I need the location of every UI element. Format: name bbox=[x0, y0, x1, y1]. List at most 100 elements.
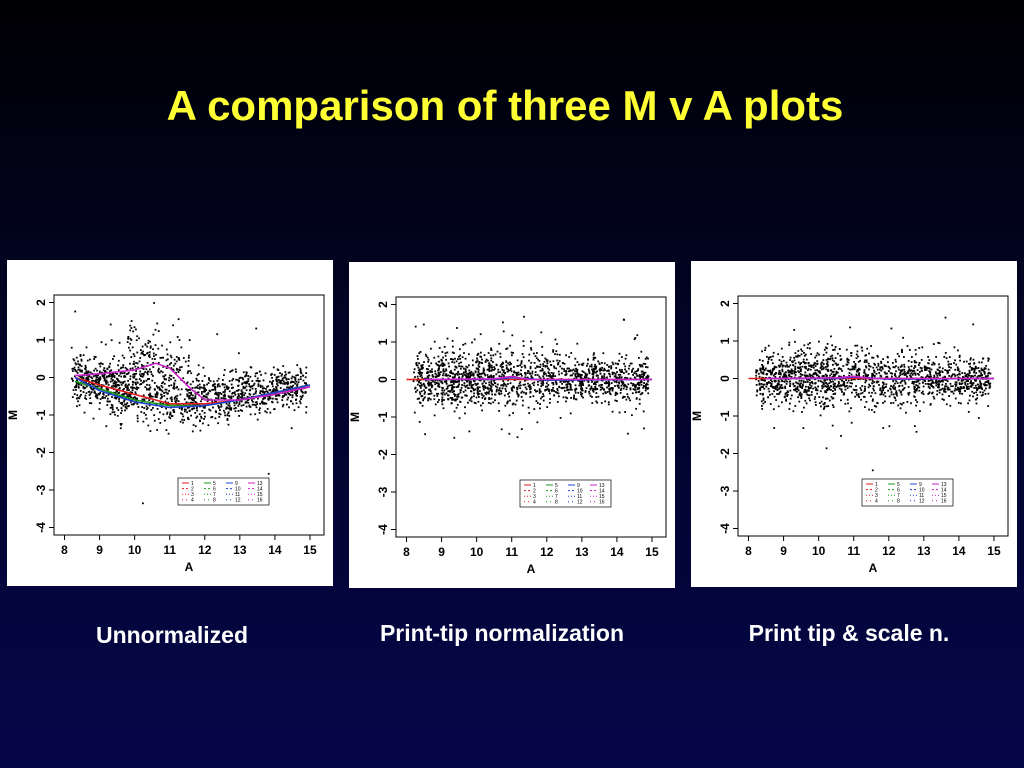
scatter-point bbox=[473, 389, 475, 392]
scatter-point bbox=[233, 402, 236, 404]
scatter-point bbox=[439, 371, 442, 373]
scatter-point bbox=[108, 366, 111, 369]
scatter-point bbox=[129, 329, 132, 332]
scatter-point bbox=[139, 357, 142, 359]
scatter-point bbox=[173, 387, 176, 390]
scatter-point bbox=[815, 404, 817, 406]
scatter-point bbox=[167, 432, 170, 435]
scatter-point bbox=[276, 401, 279, 404]
scatter-point bbox=[794, 340, 796, 343]
scatter-point bbox=[936, 390, 939, 392]
scatter-point bbox=[639, 375, 642, 378]
scatter-point bbox=[116, 377, 118, 380]
scatter-point bbox=[132, 381, 135, 384]
scatter-point bbox=[790, 394, 793, 397]
scatter-point bbox=[642, 362, 645, 365]
scatter-point bbox=[108, 373, 111, 375]
scatter-point bbox=[629, 362, 632, 365]
scatter-point bbox=[535, 357, 538, 360]
scatter-point bbox=[474, 371, 477, 374]
scatter-point bbox=[529, 391, 532, 393]
scatter-point bbox=[794, 388, 797, 390]
scatter-point bbox=[116, 384, 119, 387]
scatter-point bbox=[569, 374, 572, 377]
scatter-point bbox=[503, 383, 506, 386]
scatter-point bbox=[240, 400, 243, 403]
scatter-point bbox=[832, 370, 835, 373]
scatter-point bbox=[806, 381, 809, 383]
scatter-point bbox=[784, 392, 787, 395]
scatter-point bbox=[485, 393, 488, 396]
scatter-point bbox=[948, 395, 950, 397]
scatter-point bbox=[895, 390, 898, 393]
scatter-point bbox=[616, 362, 619, 365]
scatter-point bbox=[759, 367, 762, 370]
scatter-point bbox=[971, 384, 974, 386]
scatter-point bbox=[923, 366, 926, 369]
scatter-point bbox=[471, 386, 474, 389]
scatter-point bbox=[195, 407, 198, 410]
scatter-point bbox=[77, 396, 80, 399]
scatter-point bbox=[945, 379, 948, 381]
scatter-point bbox=[592, 353, 595, 356]
scatter-point bbox=[460, 389, 462, 391]
scatter-point bbox=[873, 405, 876, 407]
scatter-point bbox=[172, 324, 174, 327]
scatter-point bbox=[291, 386, 293, 388]
scatter-point bbox=[985, 387, 987, 390]
scatter-point bbox=[112, 384, 115, 387]
scatter-point bbox=[451, 386, 454, 389]
scatter-point bbox=[148, 394, 151, 396]
scatter-point bbox=[877, 362, 880, 365]
scatter-point bbox=[850, 421, 853, 424]
scatter-point bbox=[957, 402, 960, 404]
scatter-point bbox=[888, 395, 891, 398]
scatter-point bbox=[775, 384, 778, 387]
scatter-point bbox=[808, 379, 811, 382]
scatter-point bbox=[304, 376, 307, 379]
scatter-point bbox=[430, 392, 433, 395]
scatter-point bbox=[256, 403, 259, 405]
scatter-point bbox=[619, 389, 622, 391]
scatter-point bbox=[975, 366, 977, 369]
scatter-point bbox=[132, 353, 135, 355]
scatter-point bbox=[976, 389, 978, 392]
scatter-point bbox=[581, 380, 583, 383]
scatter-point bbox=[101, 375, 104, 378]
scatter-point bbox=[127, 372, 130, 374]
scatter-point bbox=[950, 363, 952, 365]
scatter-point bbox=[617, 373, 620, 376]
scatter-point bbox=[435, 382, 438, 384]
scatter-point bbox=[296, 384, 299, 387]
scatter-point bbox=[607, 369, 610, 372]
scatter-point bbox=[231, 369, 234, 372]
scatter-point bbox=[277, 369, 280, 371]
scatter-point bbox=[983, 372, 986, 375]
scatter-point bbox=[824, 397, 827, 400]
scatter-point bbox=[540, 382, 543, 385]
y-tick-label: -3 bbox=[376, 486, 390, 497]
scatter-point bbox=[621, 369, 623, 371]
scatter-point bbox=[527, 406, 530, 409]
scatter-point bbox=[859, 359, 861, 362]
scatter-point bbox=[800, 353, 803, 356]
scatter-point bbox=[118, 384, 120, 387]
scatter-point bbox=[232, 378, 235, 380]
scatter-point bbox=[824, 384, 827, 387]
scatter-point bbox=[443, 380, 446, 383]
scatter-point bbox=[197, 364, 200, 367]
scatter-point bbox=[794, 362, 797, 365]
scatter-point bbox=[454, 375, 456, 378]
scatter-point bbox=[136, 388, 138, 391]
scatter-point bbox=[273, 374, 276, 376]
scatter-point bbox=[141, 364, 143, 366]
scatter-point bbox=[290, 400, 292, 402]
scatter-point bbox=[595, 388, 597, 391]
scatter-point bbox=[422, 383, 425, 386]
scatter-point bbox=[188, 397, 190, 400]
scatter-point bbox=[532, 384, 535, 387]
scatter-point bbox=[452, 380, 454, 382]
scatter-point bbox=[464, 374, 466, 376]
scatter-point bbox=[869, 378, 872, 381]
scatter-point bbox=[799, 370, 802, 373]
